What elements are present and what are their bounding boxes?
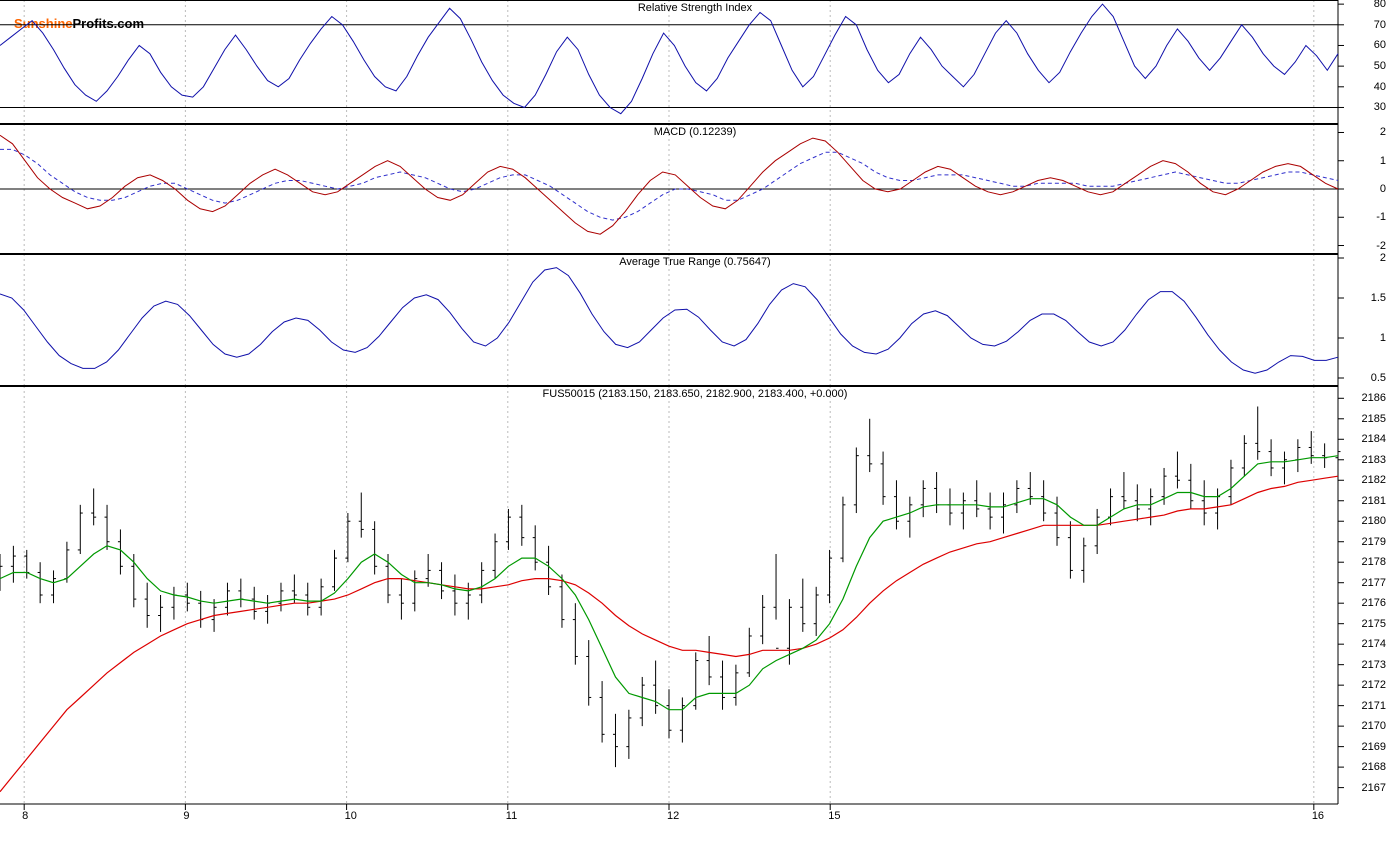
rsi-panel: 304050607080Relative Strength Index xyxy=(0,0,1390,124)
financial-chart-stack: SunshineProfits.com 304050607080Relative… xyxy=(0,0,1390,844)
price-panel: 2167216821692170217121722173217421752176… xyxy=(0,386,1390,824)
atr-panel: 0.511.52Average True Range (0.75647) xyxy=(0,254,1390,386)
macd-panel: -2-1012MACD (0.12239) xyxy=(0,124,1390,254)
